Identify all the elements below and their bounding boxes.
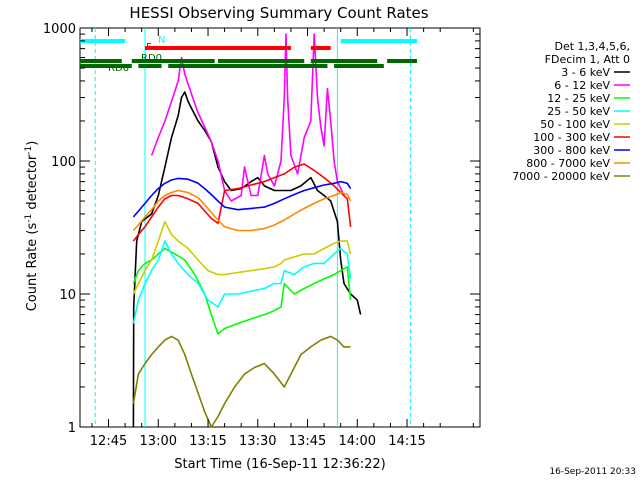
series-line	[132, 220, 352, 295]
legend: Det 1,3,4,5,6, FDecim 1, Att 0 3 - 6 keV…	[512, 40, 630, 183]
legend-label: 6 - 12 keV	[554, 79, 610, 92]
y-axis: 1 10 100 1000	[43, 22, 480, 436]
y-label-part: )	[25, 141, 40, 146]
series-line	[132, 240, 352, 324]
legend-label: 800 - 7000 keV	[526, 157, 610, 170]
y-label-part: detector	[25, 154, 40, 214]
flag-label: F	[146, 42, 152, 53]
chart-title: HESSI Observing Summary Count Rates	[129, 4, 428, 22]
flag-label: N	[158, 35, 165, 46]
series-line	[132, 91, 362, 428]
legend-label: 100 - 300 keV	[533, 131, 610, 144]
series-line	[150, 33, 345, 202]
series-line	[132, 189, 352, 232]
flag-label: RD6	[108, 63, 129, 74]
x-tick-label: 14:15	[388, 434, 425, 449]
legend-label: 7000 - 20000 keV	[512, 170, 610, 183]
legend-header-line: FDecim 1, Att 0	[545, 53, 630, 66]
y-tick-label: 10	[59, 288, 76, 303]
x-tick-label: 13:30	[239, 434, 276, 449]
legend-label: 50 - 100 keV	[540, 118, 610, 131]
y-tick-label: 1000	[43, 22, 76, 37]
series-line	[132, 247, 352, 335]
series-line	[132, 163, 352, 242]
y-label-exponent: -1	[24, 214, 34, 223]
series-line	[132, 177, 352, 218]
x-tick-label: 12:45	[90, 434, 127, 449]
flag-label: RD0	[141, 53, 162, 64]
legend-header-line: Det 1,3,4,5,6,	[554, 40, 630, 53]
series-line	[132, 335, 351, 428]
x-tick-label: 13:00	[140, 434, 177, 449]
x-axis-label: Start Time (16-Sep-11 12:36:22)	[174, 457, 385, 472]
x-tick-label: 13:45	[289, 434, 326, 449]
x-tick-label: 14:00	[339, 434, 376, 449]
legend-label: 25 - 50 keV	[547, 105, 610, 118]
legend-label: 300 - 800 keV	[533, 144, 610, 157]
footer-timestamp: 16-Sep-2011 20:33	[549, 467, 636, 477]
legend-label: 3 - 6 keV	[561, 66, 610, 79]
x-tick-label: 13:15	[189, 434, 226, 449]
legend-label: 12 - 25 keV	[547, 92, 610, 105]
y-label-exponent: -1	[24, 146, 34, 155]
x-axis: 12:45 13:00 13:15 13:30 13:45 14:00 14:15	[90, 28, 474, 449]
plot-frame	[79, 27, 481, 428]
y-tick-label: 100	[51, 155, 76, 170]
y-tick-label: 1	[68, 421, 76, 436]
y-label-part: Count Rate (s	[25, 223, 40, 312]
series-layer	[132, 33, 362, 428]
y-axis-label: Count Rate (s-1 detector-1)	[24, 141, 40, 312]
